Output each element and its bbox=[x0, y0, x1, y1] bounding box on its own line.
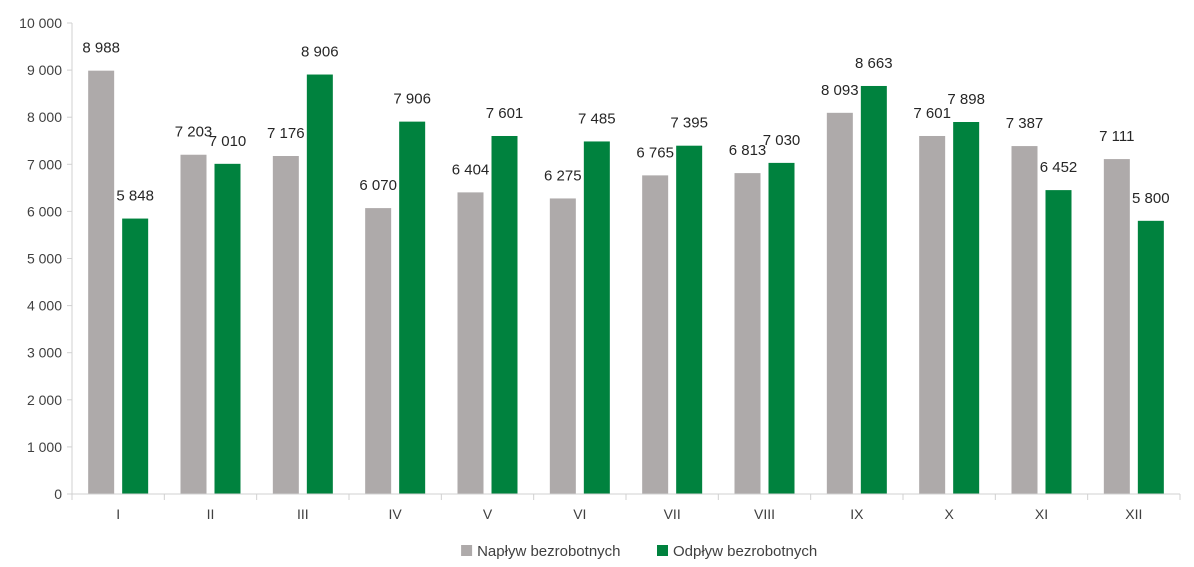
y-tick-label: 3 000 bbox=[27, 345, 62, 361]
data-label-naplyw: 7 387 bbox=[1006, 115, 1044, 132]
bar-naplyw bbox=[919, 135, 946, 494]
data-label-odplyw: 5 800 bbox=[1132, 190, 1170, 207]
x-tick-label: X bbox=[944, 506, 954, 522]
data-label-odplyw: 7 601 bbox=[486, 105, 524, 122]
data-label-odplyw: 8 906 bbox=[301, 44, 339, 61]
bar-odplyw bbox=[214, 163, 241, 495]
x-tick-label: I bbox=[116, 506, 120, 522]
x-tick-label: II bbox=[207, 506, 215, 522]
bar-naplyw bbox=[88, 70, 115, 495]
data-label-naplyw: 7 203 bbox=[175, 124, 213, 141]
y-tick-label: 5 000 bbox=[27, 251, 62, 267]
legend-label: Napływ bezrobotnych bbox=[477, 543, 620, 560]
data-label-naplyw: 6 765 bbox=[636, 144, 674, 161]
legend: Napływ bezrobotnych Odpływ bezrobotnych bbox=[461, 543, 817, 560]
x-tick-label: IV bbox=[389, 506, 403, 522]
bar-odplyw bbox=[306, 74, 333, 494]
bar-naplyw bbox=[180, 154, 207, 494]
data-label-odplyw: 6 452 bbox=[1040, 159, 1078, 176]
legend-swatch bbox=[657, 545, 668, 556]
x-tick-label: XII bbox=[1125, 506, 1142, 522]
x-tick-label: V bbox=[483, 506, 493, 522]
bar-odplyw bbox=[491, 135, 518, 494]
data-label-odplyw: 7 030 bbox=[763, 132, 801, 149]
data-label-odplyw: 7 485 bbox=[578, 110, 616, 127]
data-label-odplyw: 5 848 bbox=[116, 188, 154, 205]
bar-odplyw bbox=[860, 85, 887, 494]
x-tick-label: XI bbox=[1035, 506, 1048, 522]
data-label-naplyw: 8 988 bbox=[82, 40, 120, 57]
bar-odplyw bbox=[768, 162, 795, 494]
bar-naplyw bbox=[826, 112, 853, 494]
legend-swatch bbox=[461, 545, 473, 556]
data-label-odplyw: 8 663 bbox=[855, 55, 893, 72]
y-tick-label: 9 000 bbox=[27, 62, 62, 78]
x-tick-label: IX bbox=[850, 506, 864, 522]
x-tick-label: VI bbox=[573, 506, 586, 522]
bar-naplyw bbox=[734, 173, 761, 494]
bar-naplyw bbox=[642, 175, 669, 494]
bar-odplyw bbox=[399, 121, 426, 494]
bar-odplyw bbox=[583, 141, 610, 495]
bar-naplyw bbox=[549, 198, 576, 494]
x-tick-label: VII bbox=[664, 506, 681, 522]
x-tick-label: VIII bbox=[754, 506, 775, 522]
y-tick-label: 1 000 bbox=[27, 439, 62, 455]
bar-naplyw bbox=[457, 192, 484, 495]
y-tick-label: 8 000 bbox=[27, 109, 62, 125]
y-tick-label: 6 000 bbox=[27, 203, 62, 219]
legend-label: Odpływ bezrobotnych bbox=[673, 543, 817, 560]
data-label-naplyw: 6 404 bbox=[452, 161, 490, 178]
bar-odplyw bbox=[953, 122, 980, 494]
data-label-naplyw: 6 813 bbox=[729, 142, 767, 159]
bar-odplyw bbox=[1045, 190, 1072, 495]
y-tick-label: 2 000 bbox=[27, 392, 62, 408]
data-label-naplyw: 6 275 bbox=[544, 167, 582, 184]
bar-naplyw bbox=[272, 156, 299, 494]
data-label-naplyw: 6 070 bbox=[359, 177, 397, 194]
data-label-naplyw: 8 093 bbox=[821, 82, 859, 99]
y-tick-label: 7 000 bbox=[27, 156, 62, 172]
x-tick-label: III bbox=[297, 506, 309, 522]
data-label-odplyw: 7 395 bbox=[670, 115, 708, 132]
data-label-odplyw: 7 898 bbox=[947, 91, 985, 108]
data-label-odplyw: 7 010 bbox=[209, 133, 247, 150]
x-axis: I II III IV V VI VII VIII IX X XI XII bbox=[71, 493, 1181, 522]
data-label-naplyw: 7 176 bbox=[267, 125, 305, 142]
y-tick-label: 4 000 bbox=[27, 298, 62, 314]
bar-odplyw bbox=[122, 218, 149, 494]
data-label-odplyw: 7 906 bbox=[393, 91, 431, 108]
bar-naplyw bbox=[1103, 159, 1130, 494]
y-tick-label: 0 bbox=[54, 486, 62, 502]
bar-odplyw bbox=[1137, 220, 1164, 494]
y-tick-label: 10 000 bbox=[19, 15, 62, 31]
data-label-naplyw: 7 111 bbox=[1099, 128, 1134, 145]
bar-naplyw bbox=[1011, 146, 1038, 494]
bar-naplyw bbox=[365, 208, 392, 494]
y-axis: 0 1 000 2 000 3 000 4 000 5 000 6 000 7 000 8 00… bbox=[19, 15, 73, 502]
bar-odplyw bbox=[676, 145, 703, 494]
data-label-naplyw: 7 601 bbox=[913, 105, 951, 122]
